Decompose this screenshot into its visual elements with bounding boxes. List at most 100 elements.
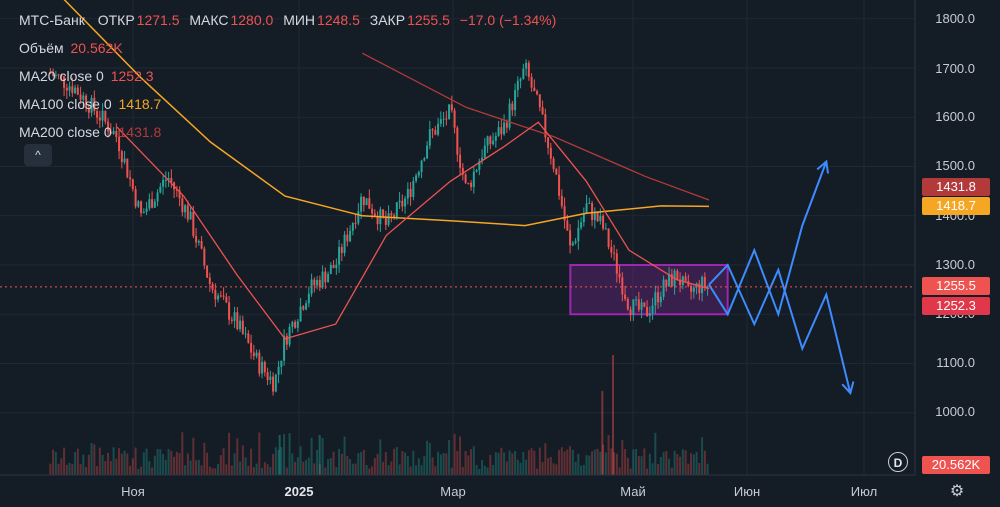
candle-body (679, 279, 682, 286)
volume-bar (343, 436, 346, 475)
ma200-label: MA200 close 0 (19, 124, 112, 140)
volume-bar (525, 459, 528, 475)
volume-bar (310, 437, 313, 475)
volume-bar (266, 464, 269, 475)
volume-bar (585, 455, 588, 475)
candle-body (417, 172, 420, 176)
legend-ma200-row[interactable]: MA200 close 0 1431.8 (19, 118, 556, 146)
volume-bar (357, 453, 360, 475)
candle-body (461, 167, 464, 175)
candle-body (373, 213, 376, 217)
candle-body (470, 182, 473, 187)
volume-bar (681, 449, 684, 475)
candle-body (475, 169, 478, 172)
volume-bar (288, 433, 291, 475)
volume-bar (217, 463, 220, 475)
volume-bar (321, 437, 324, 475)
volume-bar (206, 452, 209, 475)
volume-bar (98, 447, 101, 475)
candle-body (178, 190, 181, 199)
volume-bar (250, 448, 253, 475)
candle-body (519, 78, 522, 81)
volume-bar (195, 460, 198, 475)
volume-bar (379, 439, 382, 475)
candle-body (442, 118, 445, 120)
volume-bar (646, 468, 649, 475)
volume-bar (211, 468, 214, 475)
volume-bar (299, 446, 302, 475)
volume-bar (68, 462, 71, 475)
candle-body (93, 97, 96, 112)
candle-body (393, 215, 396, 218)
candle-body (577, 227, 580, 242)
candle-body (159, 186, 162, 193)
candles (49, 59, 709, 396)
candle-body (118, 136, 121, 152)
volume-bar (569, 446, 572, 475)
legend-ma100-row[interactable]: MA100 close 0 1418.7 (19, 90, 556, 118)
candle-body (252, 352, 255, 357)
candle-body (453, 110, 456, 128)
gear-icon[interactable]: ⚙ (949, 483, 965, 500)
volume-bar (85, 467, 88, 475)
volume-bar (395, 447, 398, 475)
candle-body (635, 299, 638, 301)
candle-body (662, 279, 665, 297)
volume-bar (547, 458, 550, 475)
candle-body (153, 201, 156, 208)
candle-body (588, 203, 591, 205)
volume-bar (599, 451, 602, 475)
candle-body (659, 296, 662, 303)
candle-body (76, 87, 79, 95)
candle-body (316, 279, 319, 286)
candle-body (222, 295, 225, 297)
candle-body (131, 179, 134, 190)
candle-body (706, 286, 709, 288)
collapse-legend-button[interactable]: ^ (24, 144, 52, 166)
candle-body (593, 211, 596, 221)
volume-bar (607, 434, 610, 475)
volume-bar (156, 449, 159, 475)
candle-body (585, 203, 588, 214)
d-button[interactable]: D (888, 452, 908, 472)
candle-body (544, 114, 547, 138)
volume-bar (445, 453, 448, 475)
volume-bar (514, 451, 517, 475)
volume-bar (478, 468, 481, 475)
legend-ma20-row[interactable]: MA20 close 0 1252.3 (19, 62, 556, 90)
ma20-price-tag: 1252.3 (922, 297, 990, 315)
y-tick: 1600.0 (935, 109, 975, 124)
candle-body (536, 90, 539, 95)
candle-body (533, 87, 536, 91)
x-tick: Мар (440, 484, 466, 499)
volume-bar (533, 450, 536, 475)
candle-body (71, 86, 74, 93)
volume-bar (676, 454, 679, 475)
candle-body (120, 151, 123, 163)
candle-body (676, 270, 679, 280)
candle-body (651, 305, 654, 314)
volume-bar (252, 467, 255, 475)
volume-bar (233, 453, 236, 475)
volume-bar (637, 455, 640, 475)
volume-bar (236, 438, 239, 475)
volume-bar (706, 463, 709, 475)
ticker-name[interactable]: МТС-Банк (19, 12, 85, 28)
volume-bar (398, 464, 401, 475)
candle-body (431, 129, 434, 131)
volume-bar (701, 437, 704, 475)
candle-body (349, 230, 352, 242)
legend-volume-row[interactable]: Объём 20.562K (19, 34, 556, 62)
candle-body (384, 217, 387, 225)
candle-body (478, 161, 481, 170)
volume-bar (483, 465, 486, 475)
candle-body (283, 335, 286, 361)
candle-body (525, 62, 528, 69)
volume-bar (412, 450, 415, 475)
candle-body (167, 178, 170, 180)
candle-body (591, 203, 594, 221)
volume-bar (467, 455, 470, 475)
candle-body (643, 302, 646, 307)
volume-bar (123, 450, 126, 475)
